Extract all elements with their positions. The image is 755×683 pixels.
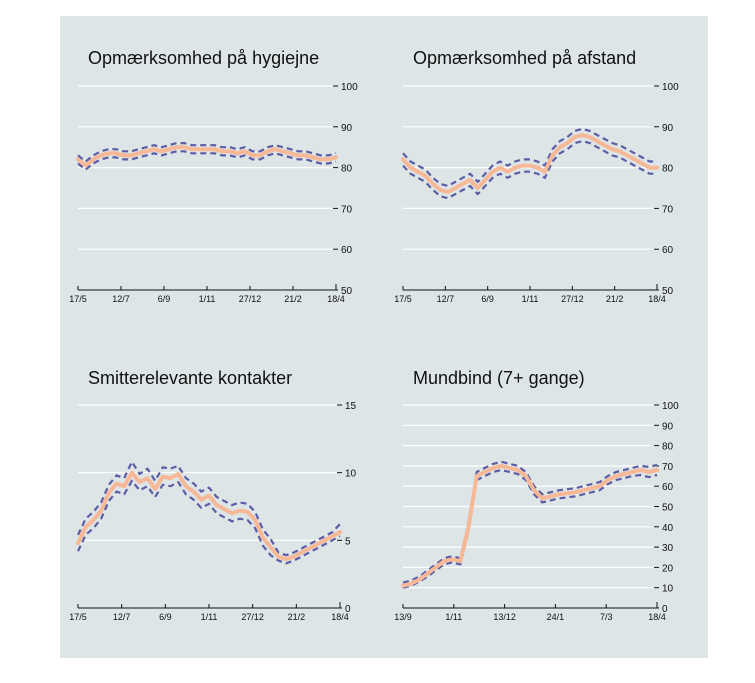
x-tick-label: 13/12 bbox=[493, 612, 516, 622]
y-tick-label: 70 bbox=[341, 204, 353, 215]
chart-1: Opmærksomhed på hygiejne 50 60 70 80 90 100 17/… bbox=[69, 48, 358, 304]
y-tick-label: 100 bbox=[662, 401, 679, 412]
y-tick-label: 10 bbox=[662, 584, 674, 595]
x-tick-label: 18/4 bbox=[648, 612, 666, 622]
y-tick-label: 0 bbox=[662, 604, 668, 615]
x-tick-label: 7/3 bbox=[600, 612, 613, 622]
estimate-line bbox=[76, 470, 342, 562]
y-tick-label: 60 bbox=[662, 245, 674, 256]
y-tick-label: 10 bbox=[345, 469, 357, 480]
x-tick-label: 17/5 bbox=[69, 294, 87, 304]
y-tick-label: 50 bbox=[341, 286, 353, 297]
x-tick-label: 21/2 bbox=[284, 294, 302, 304]
y-tick-label: 30 bbox=[662, 543, 674, 554]
y-tick-label: 100 bbox=[341, 82, 358, 93]
y-tick-label: 5 bbox=[345, 536, 351, 547]
lower-bound-line bbox=[402, 139, 657, 200]
y-tick-label: 90 bbox=[662, 421, 674, 432]
upper-bound-line bbox=[402, 127, 657, 188]
y-tick-label: 50 bbox=[662, 286, 674, 297]
x-tick-label: 1/11 bbox=[522, 294, 539, 304]
x-tick-label: 27/12 bbox=[561, 294, 584, 304]
x-tick-label: 1/11 bbox=[199, 294, 216, 304]
upper-bound-line bbox=[77, 460, 341, 557]
small-multiples-chart: Opmærksomhed på hygiejne506070809010017/… bbox=[69, 48, 679, 622]
x-tick-label: 6/9 bbox=[159, 612, 172, 622]
chart-title: Opmærksomhed på afstand bbox=[413, 48, 636, 68]
y-tick-label: 80 bbox=[341, 164, 353, 175]
estimate-line bbox=[401, 133, 659, 195]
x-tick-label: 27/12 bbox=[241, 612, 264, 622]
y-tick-label: 60 bbox=[662, 482, 674, 493]
x-tick-label: 21/2 bbox=[606, 294, 624, 304]
y-tick-label: 20 bbox=[662, 563, 674, 574]
x-tick-label: 6/9 bbox=[481, 294, 494, 304]
y-tick-label: 0 bbox=[345, 604, 351, 615]
chart-3: Smitterelevante kontakter 0 5 10 15 17/5 12/7 6… bbox=[69, 368, 356, 622]
x-tick-label: 12/7 bbox=[437, 294, 455, 304]
x-tick-label: 12/7 bbox=[112, 294, 130, 304]
chart-title: Smitterelevante kontakter bbox=[88, 368, 292, 388]
x-tick-label: 21/2 bbox=[288, 612, 306, 622]
x-tick-label: 1/11 bbox=[201, 612, 218, 622]
x-tick-label: 18/4 bbox=[331, 612, 349, 622]
x-tick-label: 27/12 bbox=[239, 294, 262, 304]
y-tick-label: 70 bbox=[662, 462, 674, 473]
lower-bound-line bbox=[77, 479, 341, 565]
x-tick-label: 6/9 bbox=[158, 294, 171, 304]
chart-title: Mundbind (7+ gange) bbox=[413, 368, 585, 388]
y-tick-label: 70 bbox=[662, 204, 674, 215]
y-tick-label: 15 bbox=[345, 401, 357, 412]
y-tick-label: 90 bbox=[662, 123, 674, 134]
y-tick-label: 60 bbox=[341, 245, 353, 256]
x-tick-label: 1/11 bbox=[445, 612, 462, 622]
y-tick-label: 90 bbox=[341, 123, 353, 134]
chart-title: Opmærksomhed på hygiejne bbox=[88, 48, 319, 68]
y-tick-label: 80 bbox=[662, 164, 674, 175]
lower-bound-line bbox=[402, 468, 658, 589]
estimate-line bbox=[401, 463, 659, 588]
chart-2: Opmærksomhed på afstand 50 60 70 80 90 100 17/5… bbox=[394, 48, 679, 304]
x-tick-label: 24/1 bbox=[547, 612, 565, 622]
y-tick-label: 40 bbox=[662, 523, 674, 534]
x-tick-label: 17/5 bbox=[394, 294, 412, 304]
x-tick-label: 17/5 bbox=[69, 612, 87, 622]
x-tick-label: 18/4 bbox=[327, 294, 345, 304]
x-tick-label: 13/9 bbox=[394, 612, 412, 622]
chart-panel: Opmærksomhed på hygiejne 50 60 70 80 90 100 17/… bbox=[60, 16, 708, 658]
x-tick-label: 12/7 bbox=[113, 612, 131, 622]
y-tick-label: 80 bbox=[662, 442, 674, 453]
chart-4: Mundbind (7+ gange) 0 10 20 30 40 50 60 70 80 90 10… bbox=[394, 368, 679, 622]
y-tick-label: 50 bbox=[662, 503, 674, 514]
upper-bound-line bbox=[402, 460, 658, 584]
y-tick-label: 100 bbox=[662, 82, 679, 93]
x-tick-label: 18/4 bbox=[648, 294, 666, 304]
estimate-line bbox=[76, 145, 338, 168]
